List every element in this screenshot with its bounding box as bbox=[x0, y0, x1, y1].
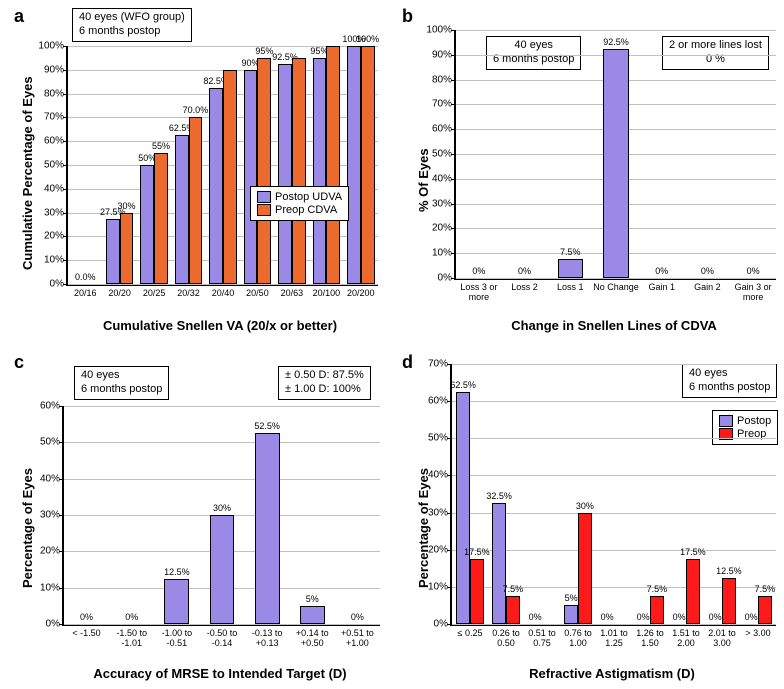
panel-c: c 40 eyes 6 months postop ± 0.50 D: 87.5… bbox=[0, 348, 400, 689]
panel-a-xlabel: Cumulative Snellen VA (20/x or better) bbox=[103, 318, 337, 333]
panel-b-xlabel: Change in Snellen Lines of CDVA bbox=[511, 318, 717, 333]
legend-label: Postop UDVA bbox=[275, 191, 342, 203]
panel-c-ylabel: Percentage of Eyes bbox=[20, 468, 35, 588]
panel-a-ylabel: Cumulative Percentage of Eyes bbox=[20, 76, 35, 270]
panel-d-label: d bbox=[402, 352, 413, 373]
panel-c-info-left: 40 eyes 6 months postop bbox=[74, 366, 169, 400]
panel-a-chart: 0%10%20%30%40%50%60%70%80%90%100%20/160.… bbox=[66, 46, 378, 286]
panel-b-ylabel: % Of Eyes bbox=[416, 148, 431, 212]
swatch-icon bbox=[257, 204, 271, 216]
legend-row: Postop UDVA bbox=[257, 191, 342, 203]
panel-a-legend: Postop UDVA Preop CDVA bbox=[250, 186, 349, 221]
panel-c-chart: 0%10%20%30%40%50%60%< -1.500%-1.50 to-1.… bbox=[62, 406, 380, 626]
panel-d-chart: 0%10%20%30%40%50%60%70%≤ 0.2562.5%17.5%0… bbox=[450, 364, 776, 626]
panel-a-info: 40 eyes (WFO group) 6 months postop bbox=[72, 8, 192, 42]
panel-b-label: b bbox=[402, 6, 413, 27]
panel-b: b 40 eyes 6 months postop 2 or more line… bbox=[400, 0, 784, 345]
panel-c-info-right: ± 0.50 D: 87.5% ± 1.00 D: 100% bbox=[278, 366, 371, 400]
swatch-icon bbox=[257, 191, 271, 203]
legend-row: Preop CDVA bbox=[257, 204, 342, 216]
panel-c-xlabel: Accuracy of MRSE to Intended Target (D) bbox=[93, 666, 346, 681]
panel-d-ylabel: Percentage of Eyes bbox=[416, 468, 431, 588]
panel-d-xlabel: Refractive Astigmatism (D) bbox=[529, 666, 695, 681]
panel-b-chart: 0%10%20%30%40%50%60%70%80%90%100%Loss 3 … bbox=[454, 30, 776, 280]
panel-a: a 40 eyes (WFO group) 6 months postop Cu… bbox=[0, 0, 400, 345]
panel-a-label: a bbox=[14, 6, 24, 27]
panel-c-label: c bbox=[14, 352, 24, 373]
panel-d: d 40 eyes 6 months postop Postop Preop P… bbox=[400, 348, 784, 689]
legend-label: Preop CDVA bbox=[275, 204, 337, 216]
